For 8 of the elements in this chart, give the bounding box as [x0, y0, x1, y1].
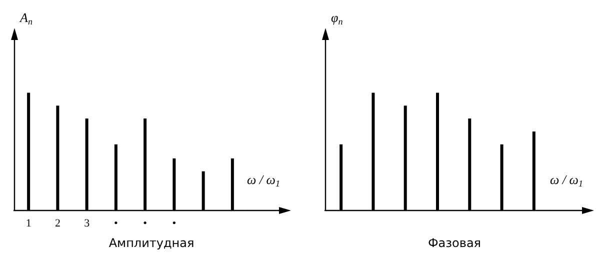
- x-tick-label: 3: [84, 218, 90, 230]
- x-tick-label: •: [172, 218, 176, 230]
- x-tick-label: •: [114, 218, 118, 230]
- x-tick-label: •: [143, 218, 148, 230]
- x-tick-label: 1: [26, 218, 32, 230]
- x-tick-label: 2: [54, 218, 60, 230]
- text: Амплитудная: [108, 236, 194, 250]
- text: Фазовая: [428, 236, 482, 250]
